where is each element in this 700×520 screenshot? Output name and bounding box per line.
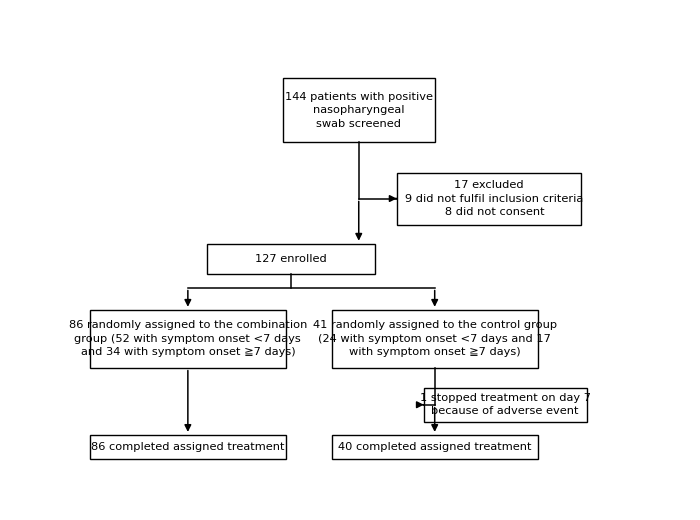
FancyBboxPatch shape [332, 435, 538, 459]
Text: 86 completed assigned treatment: 86 completed assigned treatment [91, 442, 285, 452]
FancyBboxPatch shape [207, 243, 375, 274]
Text: 127 enrolled: 127 enrolled [255, 254, 327, 264]
FancyBboxPatch shape [283, 79, 435, 142]
Text: 41 randomly assigned to the control group
(24 with symptom onset <7 days and 17
: 41 randomly assigned to the control grou… [313, 320, 556, 357]
FancyBboxPatch shape [90, 309, 286, 368]
FancyBboxPatch shape [397, 173, 581, 225]
FancyBboxPatch shape [332, 309, 538, 368]
Text: 17 excluded
   9 did not fulfil inclusion criteria
   8 did not consent: 17 excluded 9 did not fulfil inclusion c… [394, 180, 584, 217]
Text: 40 completed assigned treatment: 40 completed assigned treatment [338, 442, 531, 452]
Text: 86 randomly assigned to the combination
group (52 with symptom onset <7 days
and: 86 randomly assigned to the combination … [69, 320, 307, 357]
FancyBboxPatch shape [424, 388, 587, 422]
Text: 144 patients with positive
nasopharyngeal
swab screened: 144 patients with positive nasopharyngea… [285, 92, 433, 128]
FancyBboxPatch shape [90, 435, 286, 459]
Text: 1 stopped treatment on day 7
because of adverse event: 1 stopped treatment on day 7 because of … [420, 393, 591, 417]
